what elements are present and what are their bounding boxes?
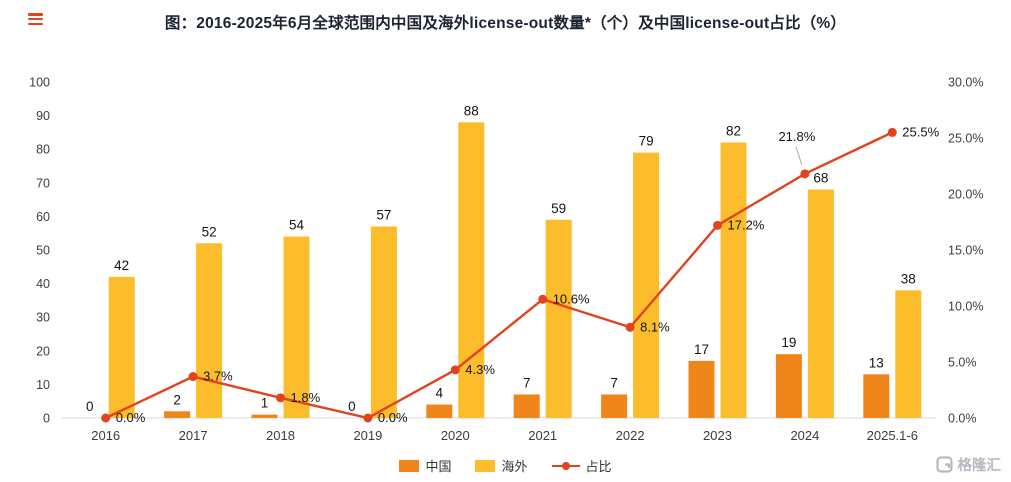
svg-text:2019: 2019	[353, 428, 382, 443]
svg-text:68: 68	[813, 171, 828, 186]
svg-text:21.8%: 21.8%	[778, 129, 815, 144]
svg-text:88: 88	[464, 103, 479, 118]
svg-text:0.0%: 0.0%	[948, 412, 977, 426]
gelonghui-logo-icon	[935, 456, 953, 473]
svg-text:10.0%: 10.0%	[948, 300, 983, 314]
svg-text:30: 30	[36, 311, 50, 325]
svg-text:1: 1	[261, 396, 269, 411]
legend-item-china: 中国	[399, 456, 451, 475]
svg-text:79: 79	[639, 134, 654, 149]
svg-text:52: 52	[202, 224, 217, 239]
svg-text:2: 2	[173, 392, 181, 407]
svg-text:10: 10	[36, 378, 50, 392]
svg-text:5.0%: 5.0%	[948, 356, 977, 370]
svg-text:50: 50	[36, 244, 50, 258]
svg-text:82: 82	[726, 123, 741, 138]
legend-label-ratio: 占比	[585, 459, 612, 474]
svg-text:2023: 2023	[703, 428, 732, 443]
svg-text:2016: 2016	[91, 428, 120, 443]
svg-text:4: 4	[436, 386, 444, 401]
svg-text:0: 0	[348, 399, 356, 414]
svg-text:2017: 2017	[179, 428, 208, 443]
china-bar-swatch-icon	[399, 459, 420, 472]
svg-text:17: 17	[694, 342, 709, 357]
svg-text:70: 70	[36, 176, 50, 190]
svg-text:0: 0	[86, 399, 94, 414]
combo-chart: 01020304050607080901000.0%5.0%10.0%15.0%…	[29, 76, 983, 444]
ratio-line-swatch-icon	[551, 460, 580, 472]
svg-text:2021: 2021	[528, 428, 557, 443]
svg-text:42: 42	[114, 258, 129, 273]
svg-text:2022: 2022	[616, 428, 645, 443]
watermark: 格隆汇	[935, 454, 1002, 475]
svg-text:4.3%: 4.3%	[465, 362, 495, 377]
legend: 中国 海外 占比	[0, 456, 1011, 475]
svg-text:19: 19	[781, 335, 796, 350]
svg-text:30.0%: 30.0%	[948, 76, 983, 90]
page-title: 图：2016-2025年6月全球范围内中国及海外license-out数量*（个…	[164, 15, 847, 32]
svg-text:90: 90	[36, 109, 50, 123]
watermark-text: 格隆汇	[957, 458, 1002, 474]
svg-text:38: 38	[901, 271, 916, 286]
svg-text:2018: 2018	[266, 428, 295, 443]
svg-text:59: 59	[551, 201, 566, 216]
svg-text:60: 60	[36, 210, 50, 224]
svg-text:57: 57	[376, 207, 391, 222]
svg-text:17.2%: 17.2%	[728, 217, 765, 232]
svg-text:0.0%: 0.0%	[116, 410, 146, 425]
svg-text:20.0%: 20.0%	[948, 188, 983, 202]
legend-label-overseas: 海外	[501, 459, 528, 474]
svg-text:7: 7	[610, 375, 618, 390]
menu-icon	[28, 13, 43, 25]
svg-text:1.8%: 1.8%	[291, 390, 321, 405]
svg-text:2024: 2024	[790, 428, 819, 443]
svg-text:13: 13	[869, 355, 884, 370]
svg-text:25.5%: 25.5%	[902, 124, 939, 139]
svg-text:0.0%: 0.0%	[378, 410, 408, 425]
svg-text:15.0%: 15.0%	[948, 244, 983, 258]
legend-item-overseas: 海外	[475, 456, 528, 475]
svg-text:25.0%: 25.0%	[948, 132, 983, 146]
legend-label-china: 中国	[425, 459, 452, 474]
svg-text:54: 54	[289, 218, 305, 233]
svg-text:100: 100	[29, 76, 50, 90]
svg-text:20: 20	[36, 344, 50, 358]
overseas-bar-swatch-icon	[475, 459, 496, 472]
svg-text:8.1%: 8.1%	[640, 319, 670, 334]
svg-text:10.6%: 10.6%	[553, 291, 590, 306]
svg-text:2025.1-6: 2025.1-6	[867, 428, 918, 443]
svg-text:7: 7	[523, 375, 531, 390]
svg-text:2020: 2020	[441, 428, 470, 443]
svg-text:3.7%: 3.7%	[203, 369, 233, 384]
legend-item-ratio: 占比	[551, 456, 612, 475]
svg-text:40: 40	[36, 277, 50, 291]
svg-text:0: 0	[43, 412, 50, 426]
svg-text:80: 80	[36, 143, 50, 157]
